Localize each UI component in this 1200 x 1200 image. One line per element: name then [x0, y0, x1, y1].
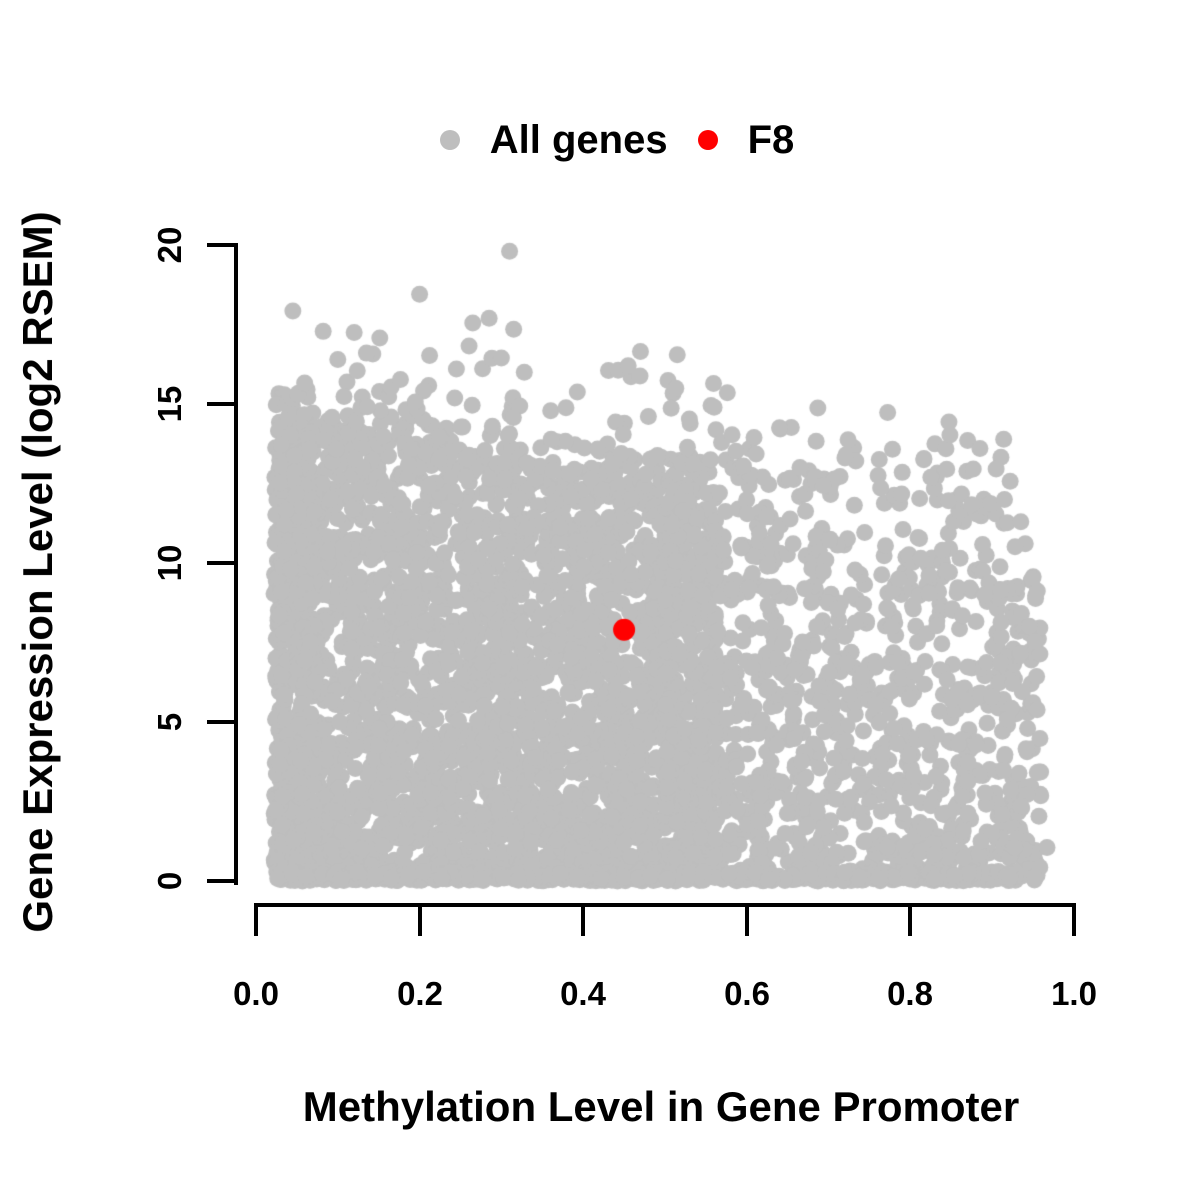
- legend-label-all-genes: All genes: [489, 118, 668, 162]
- legend-item-f8: F8: [697, 112, 795, 168]
- y-tick-mark-5: [207, 720, 236, 724]
- x-tick-label-0.4: 0.4: [560, 975, 606, 1012]
- x-tick-mark-0.4: [581, 905, 585, 936]
- y-tick-mark-15: [207, 402, 236, 406]
- x-tick-label-0.2: 0.2: [397, 975, 443, 1012]
- all-genes-dot-icon: [439, 130, 460, 150]
- legend: All genes F8: [208, 112, 1026, 168]
- x-tick-label-0.0: 0.0: [233, 975, 279, 1012]
- x-tick-label-0.8: 0.8: [887, 975, 933, 1012]
- y-tick-mark-20: [207, 243, 236, 247]
- x-tick-mark-0.2: [418, 905, 422, 936]
- x-tick-mark-1.0: [1072, 905, 1076, 936]
- y-axis-line: [234, 243, 238, 885]
- x-tick-mark-0.8: [908, 905, 912, 936]
- legend-label-f8: F8: [747, 118, 795, 162]
- x-axis-line: [254, 903, 1076, 907]
- x-tick-label-0.6: 0.6: [724, 975, 770, 1012]
- x-tick-mark-0.6: [745, 905, 749, 936]
- legend-item-all-genes: All genes: [439, 112, 668, 168]
- f8-dot-icon: [697, 130, 718, 150]
- y-tick-mark-0: [207, 879, 236, 883]
- x-tick-mark-0.0: [254, 905, 258, 936]
- y-tick-mark-10: [207, 561, 236, 565]
- x-tick-label-1.0: 1.0: [1051, 975, 1097, 1012]
